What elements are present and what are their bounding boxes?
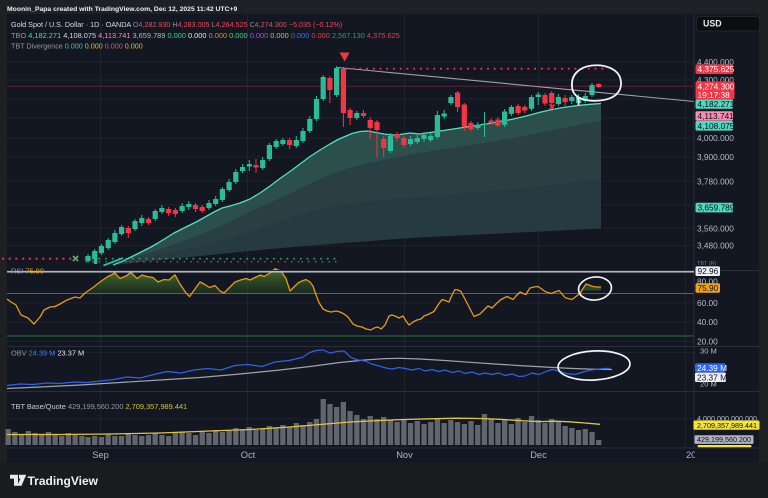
svg-text:3,900.000: 3,900.000	[697, 152, 734, 162]
svg-text:4,274.300: 4,274.300	[698, 82, 735, 92]
svg-text:24.39 M: 24.39 M	[697, 363, 727, 373]
svg-text:Sep: Sep	[92, 450, 109, 460]
svg-text:Dec: Dec	[530, 450, 547, 460]
svg-text:TBT Divergence 0.000 0.000 0.0: TBT Divergence 0.000 0.000 0.000 0.000	[11, 42, 143, 51]
svg-text:3,780.000: 3,780.000	[697, 176, 734, 186]
svg-text:3,480.000: 3,480.000	[697, 241, 734, 251]
svg-text:4,113.741: 4,113.741	[698, 111, 735, 121]
svg-text:TBT (R): TBT (R)	[697, 261, 717, 267]
svg-text:20.00: 20.00	[697, 337, 718, 347]
svg-text:4,300.000: 4,300.000	[697, 75, 734, 85]
svg-text:60.00: 60.00	[697, 298, 718, 308]
svg-text:2026: 2026	[686, 450, 707, 460]
svg-text:429,199,560.200: 429,199,560.200	[697, 435, 751, 444]
svg-text:4,000,000,000.000: 4,000,000,000.000	[697, 414, 757, 423]
svg-text:TradingView: TradingView	[28, 474, 99, 488]
svg-text:23.37 M: 23.37 M	[697, 372, 727, 382]
svg-text:4,000.000: 4,000.000	[697, 133, 734, 143]
svg-text:92.96: 92.96	[698, 266, 719, 276]
svg-text:TBT Base/Quote 429,199,560.20: TBT Base/Quote 429,199,560.200 2,709,357…	[11, 402, 187, 411]
svg-text:TBO 4,182.271 4,108.075 4,113.: TBO 4,182.271 4,108.075 4,113.741 3,659.…	[11, 31, 400, 40]
svg-text:Oct: Oct	[241, 450, 256, 460]
svg-text:Nov: Nov	[396, 450, 413, 460]
svg-text:4,375.625: 4,375.625	[698, 64, 735, 74]
svg-text:RSI 75.90: RSI 75.90	[11, 267, 44, 276]
svg-text:Gold Spot / U.S. Dollar · 1D ·: Gold Spot / U.S. Dollar · 1D · OANDA O4,…	[11, 20, 342, 29]
svg-text:Moonin_Papa created with Tradi: Moonin_Papa created with TradingView.com…	[7, 6, 237, 13]
svg-text:30 M: 30 M	[700, 346, 717, 355]
svg-text:USD: USD	[703, 19, 722, 29]
svg-text:4,108.075: 4,108.075	[698, 121, 735, 131]
svg-text:4,400.000: 4,400.000	[697, 57, 734, 67]
svg-text:75.90: 75.90	[698, 283, 719, 293]
svg-text:3,659.789: 3,659.789	[698, 203, 735, 213]
svg-text:80.00: 80.00	[697, 277, 718, 287]
svg-text:19:17:38: 19:17:38	[698, 90, 731, 100]
svg-text:40.00: 40.00	[697, 317, 718, 327]
svg-text:4,182.271: 4,182.271	[698, 99, 735, 109]
svg-text:2,709,357,989.441: 2,709,357,989.441	[697, 421, 757, 430]
svg-text:3,560.000: 3,560.000	[697, 223, 734, 233]
svg-text:OBV 24.39 M 23.37 M: OBV 24.39 M 23.37 M	[11, 349, 84, 358]
svg-text:20 M: 20 M	[700, 380, 717, 389]
